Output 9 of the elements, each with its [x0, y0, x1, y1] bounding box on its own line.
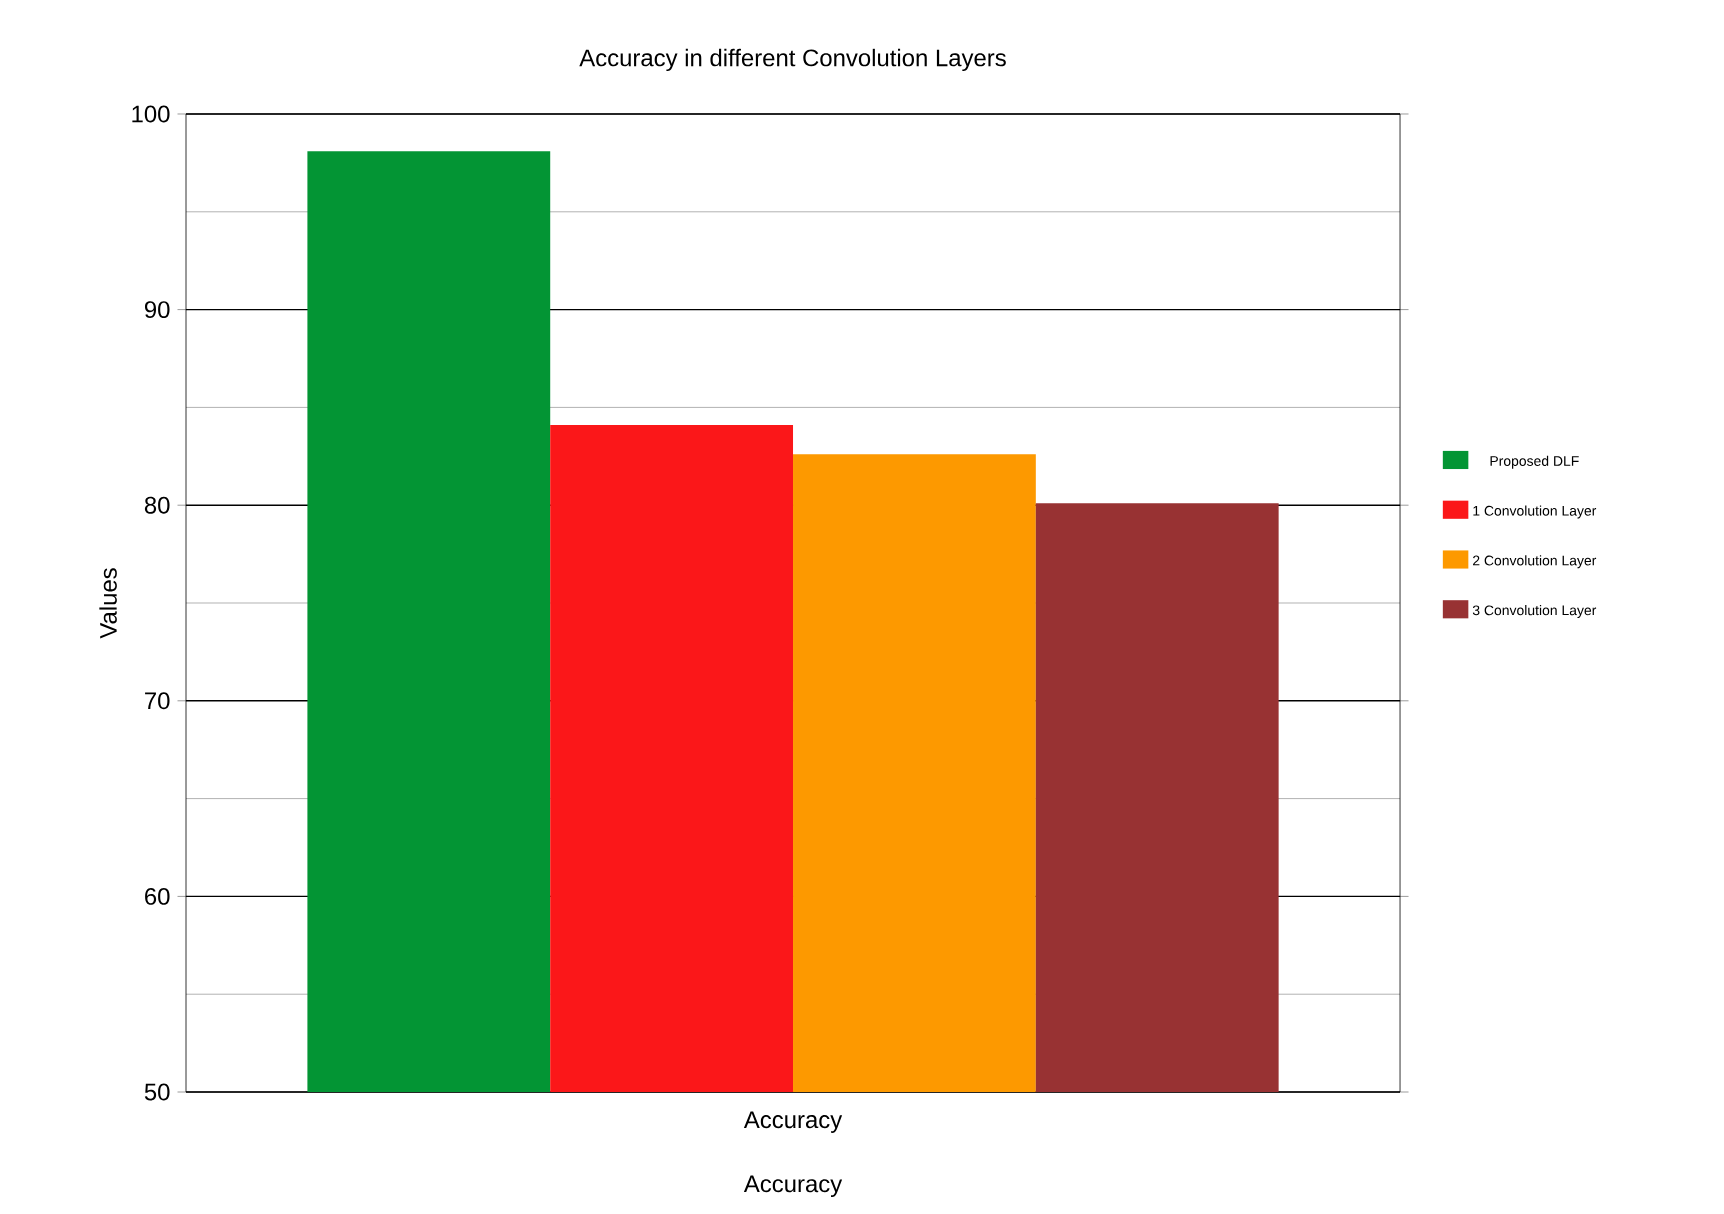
y-tick-label: 80	[144, 496, 170, 514]
y-tick-label: 90	[144, 301, 170, 319]
y-tick-label: 60	[145, 887, 170, 905]
y-tick-label: 100	[132, 105, 170, 123]
chart-title: Accuracy in different Convolution Layers	[579, 48, 1006, 72]
y-axis-title: Values	[99, 568, 117, 639]
y-tick-label: 70	[145, 692, 170, 710]
x-axis-title: Accuracy	[743, 1175, 843, 1197]
y-tick-label: 50	[144, 1083, 170, 1101]
